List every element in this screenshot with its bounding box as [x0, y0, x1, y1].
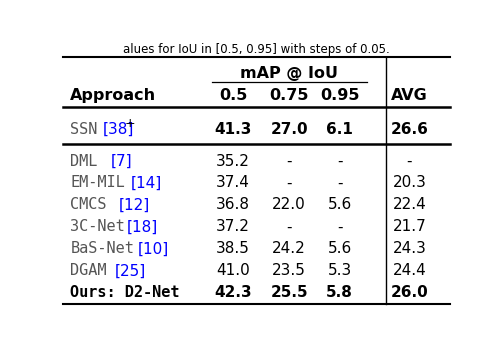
Text: SSN: SSN — [70, 121, 98, 137]
Text: 5.8: 5.8 — [326, 285, 353, 300]
Text: [25]: [25] — [115, 263, 146, 278]
Text: [14]: [14] — [130, 175, 162, 190]
Text: BaS-Net: BaS-Net — [70, 242, 134, 256]
Text: 25.5: 25.5 — [270, 285, 308, 300]
Text: -: - — [337, 220, 342, 235]
Text: EM-MIL: EM-MIL — [70, 175, 125, 190]
Text: DGAM: DGAM — [70, 263, 107, 278]
Text: [12]: [12] — [118, 197, 150, 212]
Text: 0.5: 0.5 — [219, 88, 247, 103]
Text: -: - — [337, 175, 342, 190]
Text: mAP @ IoU: mAP @ IoU — [240, 66, 338, 81]
Text: [10]: [10] — [138, 242, 170, 256]
Text: 27.0: 27.0 — [270, 121, 308, 137]
Text: 21.7: 21.7 — [392, 220, 426, 235]
Text: 37.2: 37.2 — [216, 220, 250, 235]
Text: 36.8: 36.8 — [216, 197, 250, 212]
Text: 5.3: 5.3 — [328, 263, 351, 278]
Text: AVG: AVG — [391, 88, 428, 103]
Text: -: - — [406, 153, 412, 168]
Text: 23.5: 23.5 — [272, 263, 306, 278]
Text: [7]: [7] — [111, 153, 132, 168]
Text: 24.3: 24.3 — [392, 242, 426, 256]
Text: 22.0: 22.0 — [272, 197, 306, 212]
Text: -: - — [286, 175, 292, 190]
Text: 22.4: 22.4 — [392, 197, 426, 212]
Text: 35.2: 35.2 — [216, 153, 250, 168]
Text: 6.1: 6.1 — [326, 121, 353, 137]
Text: 26.6: 26.6 — [390, 121, 428, 137]
Text: -: - — [286, 153, 292, 168]
Text: DML: DML — [70, 153, 98, 168]
Text: 37.4: 37.4 — [216, 175, 250, 190]
Text: 24.4: 24.4 — [392, 263, 426, 278]
Text: Ours: D2-Net: Ours: D2-Net — [70, 285, 180, 300]
Text: alues for IoU in [0.5, 0.95] with steps of 0.05.: alues for IoU in [0.5, 0.95] with steps … — [123, 43, 390, 56]
Text: +: + — [124, 117, 135, 130]
Text: -: - — [337, 153, 342, 168]
Text: [18]: [18] — [126, 220, 158, 235]
Text: -: - — [286, 220, 292, 235]
Text: 20.3: 20.3 — [392, 175, 426, 190]
Text: 42.3: 42.3 — [214, 285, 252, 300]
Text: 41.0: 41.0 — [216, 263, 250, 278]
Text: 5.6: 5.6 — [328, 242, 351, 256]
Text: 0.75: 0.75 — [270, 88, 309, 103]
Text: CMCS: CMCS — [70, 197, 107, 212]
Text: 41.3: 41.3 — [214, 121, 252, 137]
Text: 38.5: 38.5 — [216, 242, 250, 256]
Text: 26.0: 26.0 — [390, 285, 428, 300]
Text: Approach: Approach — [70, 88, 156, 103]
Text: 5.6: 5.6 — [328, 197, 351, 212]
Text: 0.95: 0.95 — [320, 88, 360, 103]
Text: [38]: [38] — [103, 121, 134, 137]
Text: 3C-Net: 3C-Net — [70, 220, 125, 235]
Text: 24.2: 24.2 — [272, 242, 306, 256]
